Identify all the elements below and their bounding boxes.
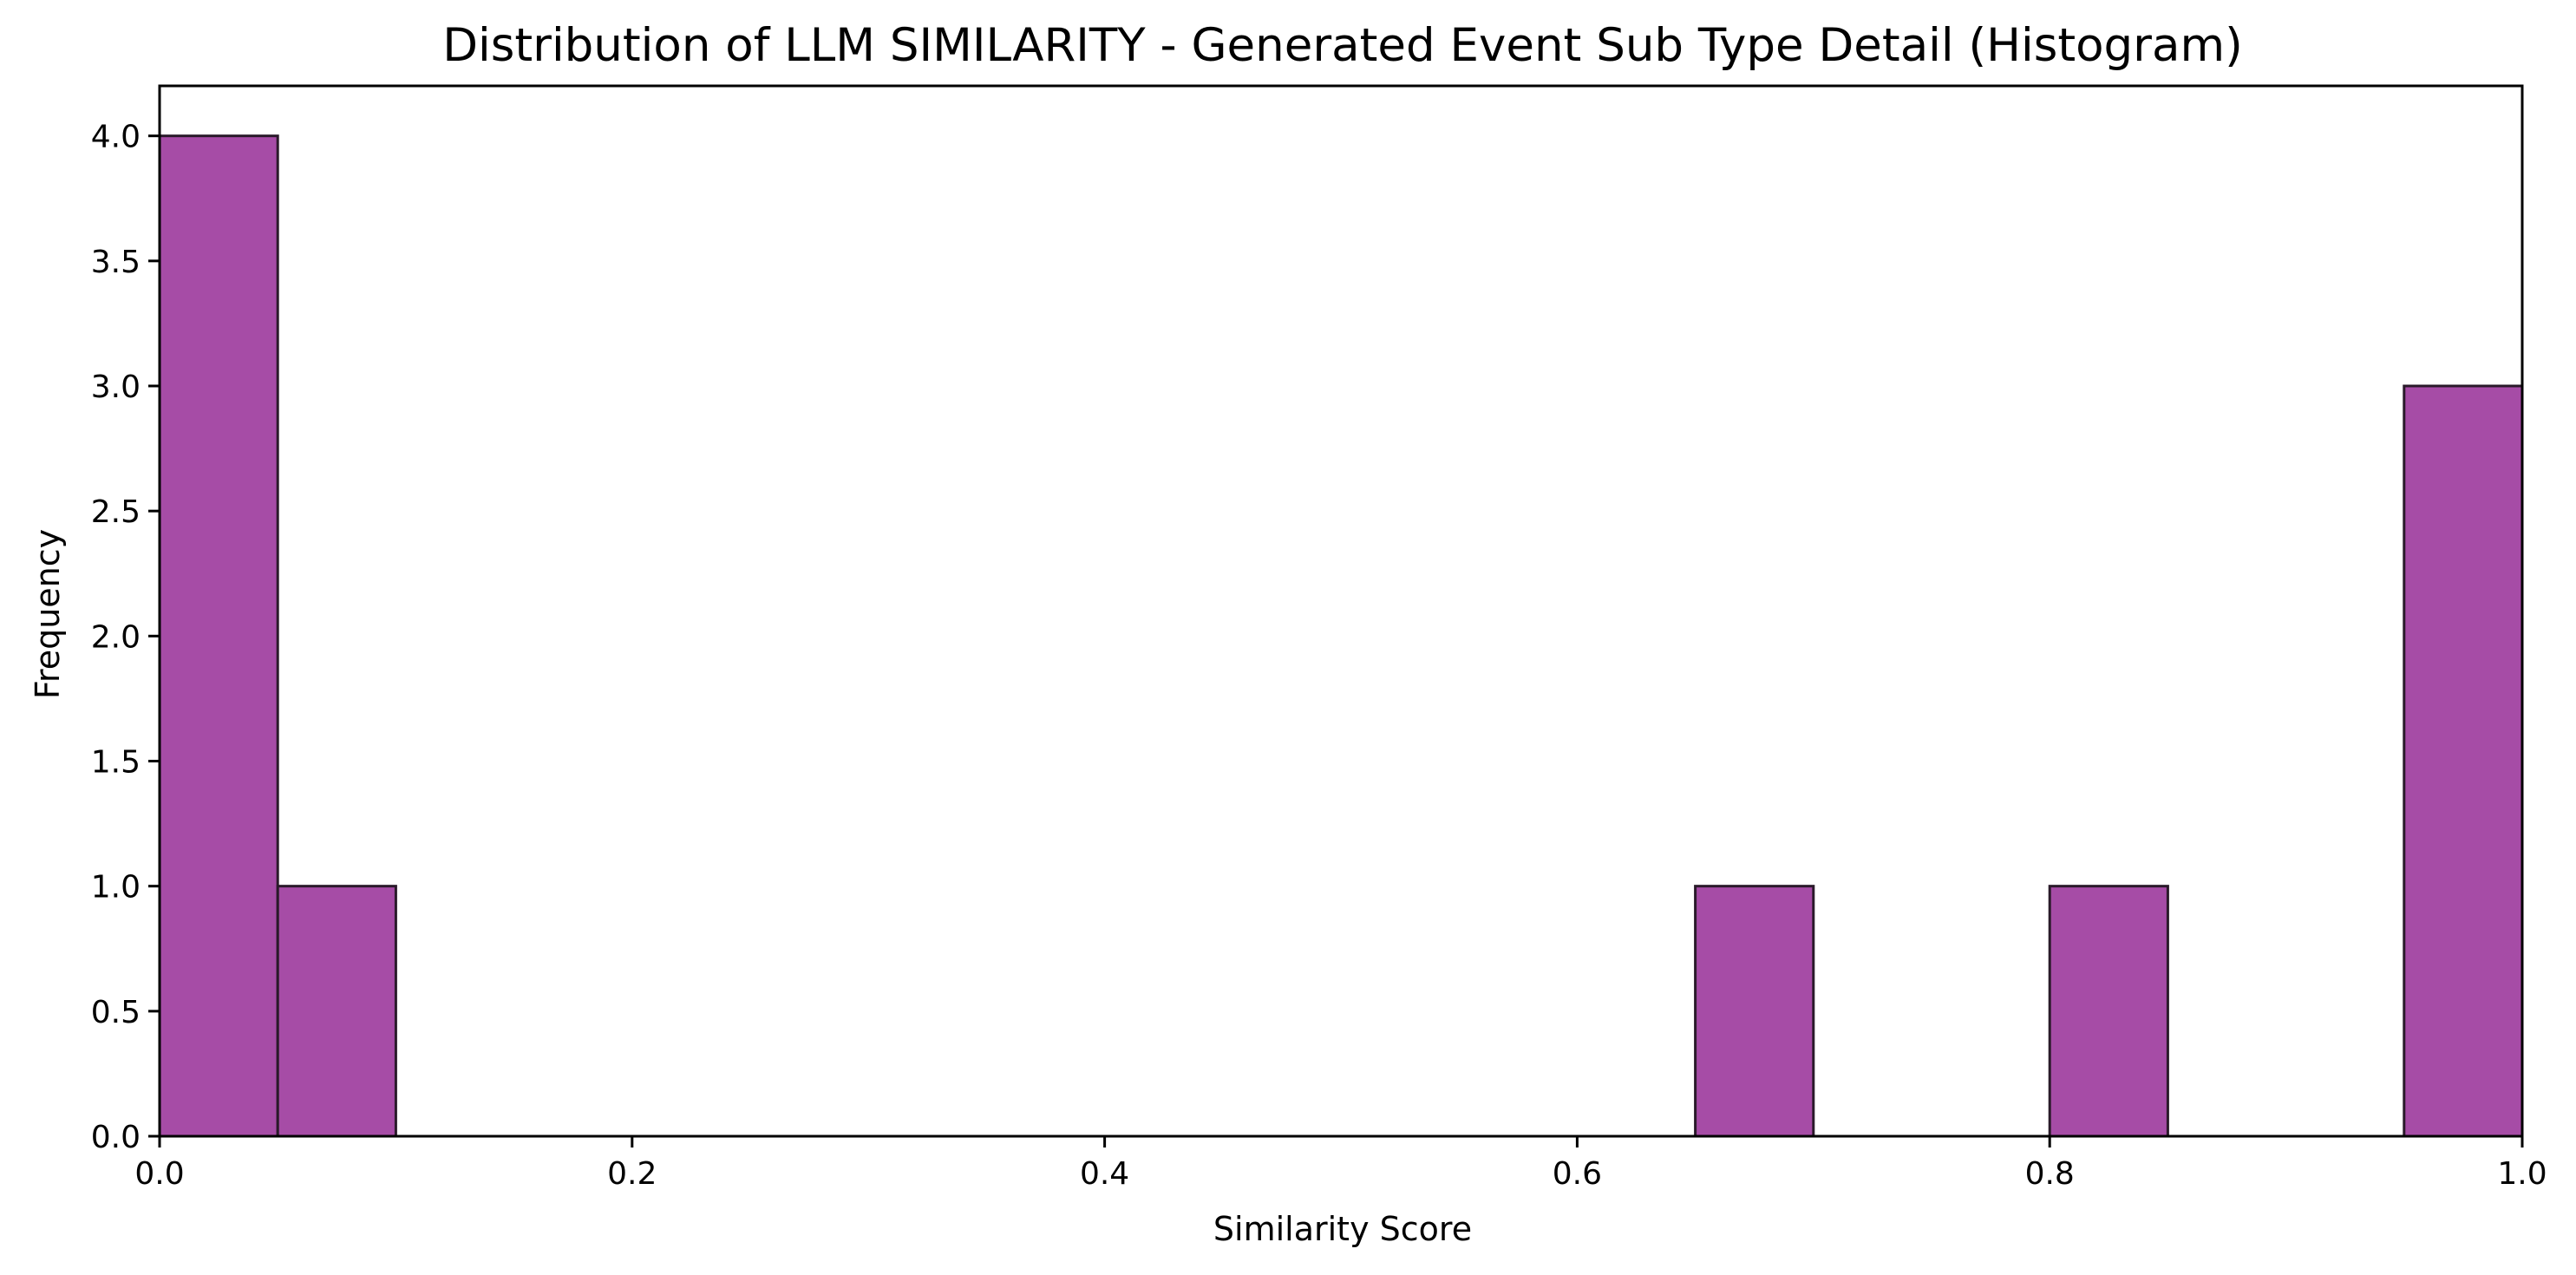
x-axis-label: Similarity Score bbox=[1213, 1210, 1472, 1248]
histogram-bar-3 bbox=[2048, 885, 2169, 1138]
histogram-bar-4 bbox=[2403, 384, 2524, 1138]
x-tick-label: 0.6 bbox=[1553, 1156, 1602, 1192]
y-tick-label: 2.5 bbox=[91, 494, 141, 530]
y-tick-label: 1.5 bbox=[91, 745, 141, 781]
histogram-bar-2 bbox=[1694, 885, 1815, 1138]
y-tick-label: 0.5 bbox=[91, 995, 141, 1030]
x-axis: 0.0 0.2 0.4 0.6 0.8 1.0 bbox=[134, 1136, 2547, 1192]
y-tick-label: 3.5 bbox=[91, 245, 141, 280]
chart-title: Distribution of LLM SIMILARITY - Generat… bbox=[442, 19, 2243, 72]
bars-group bbox=[158, 134, 2524, 1138]
x-tick-label: 0.4 bbox=[1080, 1156, 1129, 1192]
x-tick-label: 0.2 bbox=[607, 1156, 657, 1192]
y-axis-label: Frequency bbox=[29, 529, 67, 699]
x-tick-label: 1.0 bbox=[2497, 1156, 2547, 1192]
plot-frame bbox=[158, 84, 2524, 1138]
x-tick-label: 0.8 bbox=[2025, 1156, 2075, 1192]
y-tick-label: 4.0 bbox=[91, 120, 141, 155]
x-tick-label: 0.0 bbox=[134, 1156, 184, 1192]
histogram-bar-1 bbox=[276, 885, 397, 1138]
y-tick-label: 1.0 bbox=[91, 870, 141, 906]
y-tick-label: 3.0 bbox=[91, 369, 141, 405]
y-tick-label: 0.0 bbox=[91, 1120, 141, 1155]
histogram-bar-0 bbox=[158, 134, 279, 1138]
y-tick-label: 2.0 bbox=[91, 619, 141, 655]
y-axis: 0.0 0.5 1.0 1.5 2.0 2.5 3.0 3.5 4.0 bbox=[91, 120, 160, 1155]
